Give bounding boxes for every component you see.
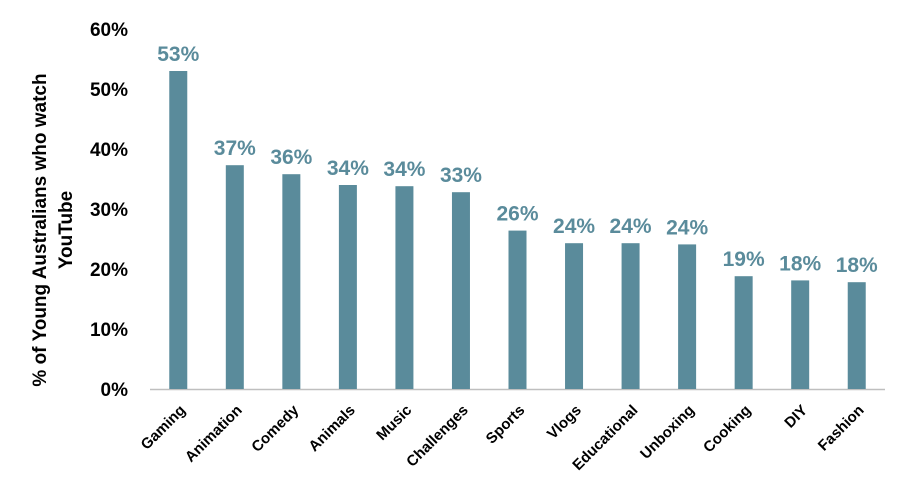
x-tick-label: Music	[373, 402, 415, 444]
bar-music	[395, 186, 414, 389]
bar-comedy	[282, 174, 301, 389]
x-tick-label: Cooking	[700, 402, 754, 456]
data-label: 24%	[610, 215, 652, 238]
x-tick-label: Gaming	[138, 402, 190, 454]
bar-educational	[621, 243, 640, 389]
x-tick-label: Vlogs	[544, 402, 585, 443]
x-tick-label: Unboxing	[637, 402, 698, 463]
y-tick-label: 10%	[90, 320, 128, 341]
data-label: 33%	[440, 164, 482, 187]
y-axis-label-line-1: % of Young Australians who watch	[30, 73, 51, 386]
y-tick-label: 20%	[90, 260, 128, 281]
x-tick-label: Fashion	[815, 402, 868, 455]
data-label: 19%	[723, 248, 765, 271]
data-label: 26%	[496, 203, 538, 226]
data-label: 53%	[157, 43, 199, 66]
data-label: 36%	[270, 146, 312, 169]
bar-diy	[791, 280, 810, 389]
y-tick-label: 30%	[90, 200, 128, 221]
data-label: 37%	[214, 137, 256, 160]
y-tick-label: 0%	[101, 380, 129, 401]
y-axis-label: % of Young Australians who watch YouTube	[30, 73, 77, 386]
bar-unboxing	[678, 244, 697, 389]
x-tick-label: Animals	[305, 402, 358, 455]
data-label: 34%	[327, 157, 369, 180]
bar-cooking	[734, 276, 753, 389]
bars	[169, 71, 866, 389]
x-tick-label: Animation	[182, 402, 246, 466]
x-tick-label: DIY	[781, 402, 811, 432]
data-label: 24%	[666, 216, 708, 239]
bar-challenges	[451, 192, 470, 389]
x-tick-label: Comedy	[248, 401, 302, 455]
bar-sports	[508, 230, 527, 389]
y-tick-label: 60%	[90, 20, 128, 41]
bar-fashion	[847, 282, 866, 389]
data-label: 24%	[553, 215, 595, 238]
y-axis-ticks: 0% 10% 20% 30% 40% 50% 60%	[90, 20, 128, 401]
data-label: 18%	[779, 252, 821, 275]
y-tick-label: 40%	[90, 140, 128, 161]
y-tick-label: 50%	[90, 80, 128, 101]
bar-animals	[338, 185, 357, 389]
bar-animation	[225, 165, 244, 389]
bar-gaming	[169, 71, 188, 389]
data-label: 34%	[383, 158, 425, 181]
data-labels: 53% 37% 36% 34% 34% 33% 26% 24% 24% 24% 19% 18% 18%	[157, 43, 878, 277]
bar-vlogs	[565, 243, 584, 389]
x-tick-label: Sports	[483, 402, 529, 448]
data-label: 18%	[836, 254, 878, 277]
y-axis-label-line-2: YouTube	[56, 191, 77, 269]
